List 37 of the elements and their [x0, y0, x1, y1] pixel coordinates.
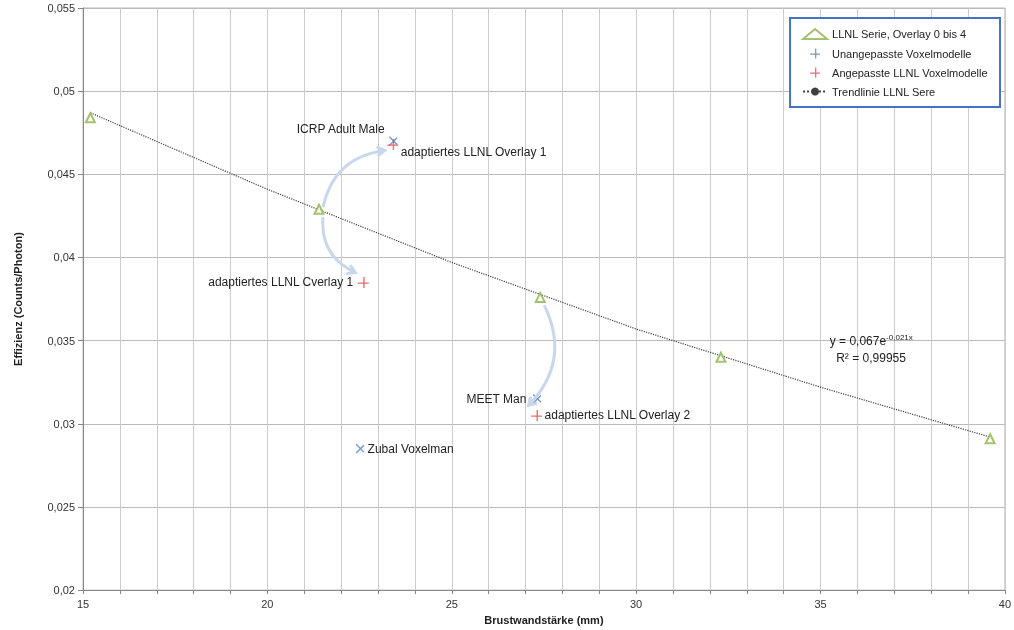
- point: [984, 433, 996, 445]
- annotation: y = 0,067e$^{-0,021x}$: [829, 332, 913, 349]
- x-tick-label: 25: [445, 597, 458, 610]
- y-tick-label: 0,055: [47, 2, 75, 14]
- point: [355, 443, 365, 454]
- point: [534, 291, 546, 303]
- point: [313, 203, 325, 215]
- x-tick-label: 30: [630, 597, 643, 610]
- annotation: Zubal Voxelman: [367, 441, 454, 456]
- annotation: adaptiertes LLNL Overlay 2: [544, 408, 691, 423]
- y-axis-title: Effizienz (Counts/Photon): [11, 231, 24, 366]
- point: [531, 409, 543, 421]
- x-axis-title: Brustwandstärke (mm): [484, 613, 604, 626]
- point: [84, 112, 96, 124]
- point: [387, 138, 399, 150]
- x-tick-label: 40: [998, 597, 1012, 610]
- y-tick-label: 0,05: [53, 85, 75, 98]
- y-tick-label: 0,03: [53, 417, 75, 430]
- point: [357, 276, 369, 288]
- annotation: adaptiertes LLNL Cverlay 1: [208, 275, 354, 290]
- legend-label: Angepasste LLNL Voxelmodelle: [832, 66, 988, 79]
- legend-label: Unangepasste Voxelmodelle: [832, 47, 972, 60]
- y-tick-label: 0,025: [47, 500, 75, 513]
- x-tick-label: 20: [261, 597, 274, 610]
- y-tick-label: 0,04: [53, 251, 75, 264]
- annotation: ICRP Adult Male: [296, 122, 385, 137]
- x-tick-label: 35: [814, 597, 827, 610]
- annotation: MEET Man: [466, 391, 527, 406]
- y-tick-label: 0,02: [53, 584, 75, 597]
- point: [715, 351, 727, 363]
- y-tick-label: 0,035: [47, 334, 75, 347]
- annotation: adaptiertes LLNL Overlay 1: [400, 145, 547, 160]
- y-tick-label: 0,045: [47, 168, 75, 181]
- annotation: R² = 0,99955: [836, 350, 906, 365]
- legend-label: Trendlinie LLNL Sere: [832, 85, 936, 98]
- legend-label: LLNL Serie, Overlay 0 bis 4: [832, 28, 967, 40]
- x-tick-label: 15: [76, 597, 90, 610]
